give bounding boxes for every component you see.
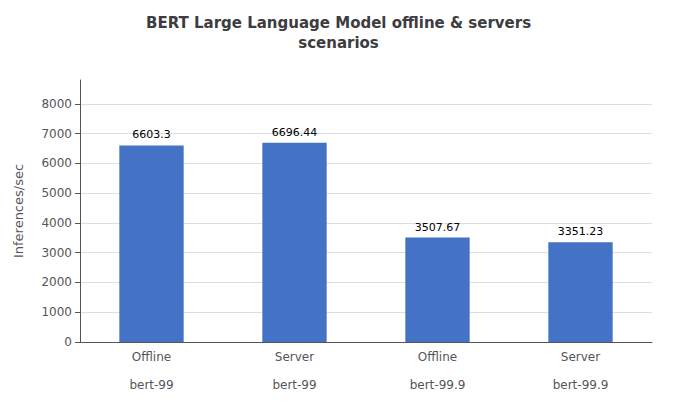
- svg-text:3351.23: 3351.23: [558, 225, 604, 238]
- svg-text:BERT Large Language Model offl: BERT Large Language Model offline & serv…: [146, 14, 531, 32]
- svg-text:3000: 3000: [41, 246, 72, 260]
- svg-text:5000: 5000: [41, 186, 72, 200]
- svg-text:bert-99: bert-99: [272, 378, 316, 392]
- svg-text:6696.44: 6696.44: [272, 126, 318, 139]
- svg-text:0: 0: [64, 335, 72, 349]
- svg-text:6603.3: 6603.3: [132, 128, 171, 141]
- svg-text:2000: 2000: [41, 275, 72, 289]
- svg-text:Inferences/sec: Inferences/sec: [11, 164, 26, 258]
- svg-text:scenarios: scenarios: [298, 34, 379, 52]
- svg-text:8000: 8000: [41, 97, 72, 111]
- svg-text:bert-99.9: bert-99.9: [410, 378, 466, 392]
- svg-text:bert-99: bert-99: [129, 378, 173, 392]
- svg-text:Server: Server: [561, 350, 600, 364]
- svg-text:Offline: Offline: [418, 350, 457, 364]
- svg-text:7000: 7000: [41, 127, 72, 141]
- svg-text:4000: 4000: [41, 216, 72, 230]
- svg-text:Offline: Offline: [132, 350, 171, 364]
- svg-text:1000: 1000: [41, 305, 72, 319]
- svg-text:3507.67: 3507.67: [415, 221, 461, 234]
- svg-text:Server: Server: [275, 350, 314, 364]
- svg-text:bert-99.9: bert-99.9: [553, 378, 609, 392]
- svg-text:6000: 6000: [41, 156, 72, 170]
